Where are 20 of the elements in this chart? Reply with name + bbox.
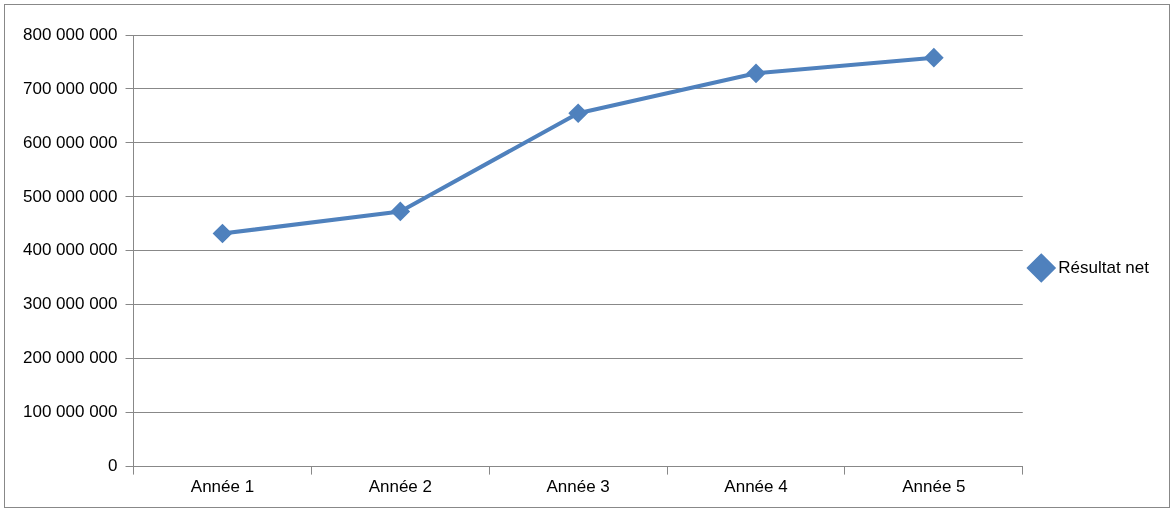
y-tick-label: 0 xyxy=(108,456,118,476)
point xyxy=(213,224,232,243)
point xyxy=(569,104,588,123)
y-tick-label: 600 000 000 xyxy=(22,132,118,152)
x-tick-label: Année 3 xyxy=(546,477,610,497)
y-tick-label: 800 000 000 xyxy=(22,24,118,44)
point xyxy=(391,202,410,221)
y-tick-label: 200 000 000 xyxy=(22,348,118,368)
y-tick-label: 700 000 000 xyxy=(22,78,118,98)
x-tick-label: Année 2 xyxy=(368,477,432,497)
x-tick-label: Année 5 xyxy=(902,477,966,497)
point xyxy=(924,48,943,67)
x-tick-label: Année 4 xyxy=(724,477,788,497)
y-tick-label: 300 000 000 xyxy=(22,294,118,314)
y-tick-label: 500 000 000 xyxy=(22,186,118,206)
legend-label: Résultat net xyxy=(1058,257,1150,277)
point xyxy=(747,64,766,83)
y-tick-label: 100 000 000 xyxy=(22,402,118,422)
x-tick-label: Année 1 xyxy=(190,477,255,497)
y-tick-label: 400 000 000 xyxy=(22,240,118,260)
